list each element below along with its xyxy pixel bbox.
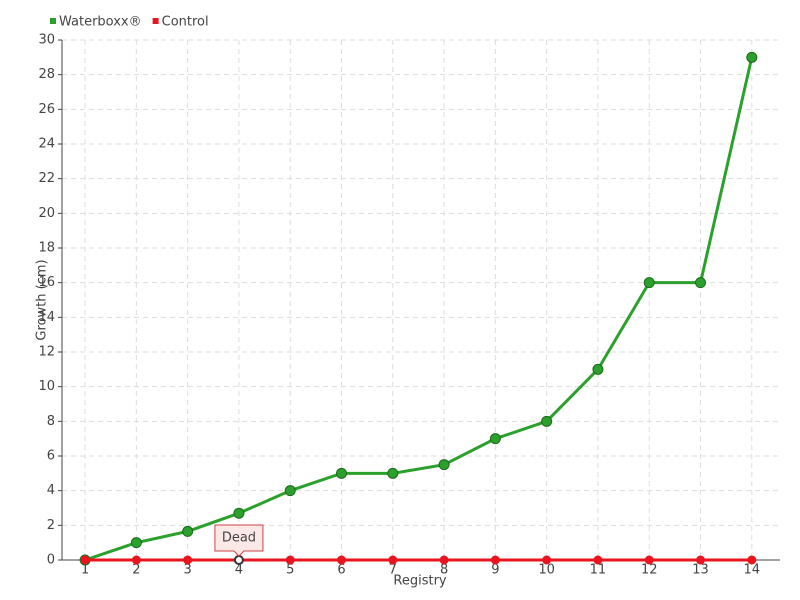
data-point [284,485,296,497]
data-point [337,555,347,565]
y-tick-label: 6 [47,449,55,464]
x-tick-label: 7 [389,563,397,578]
tooltip-text: Dead [222,531,256,546]
y-tick-label: 2 [47,518,55,533]
data-point [593,555,603,565]
y-tick-label: 26 [38,102,55,117]
x-tick-label: 5 [286,563,294,578]
y-tick-label: 12 [38,345,55,360]
x-tick-label: 2 [132,563,140,578]
legend-label: Control [162,15,209,30]
x-tick-label: 10 [538,563,555,578]
x-tick-label: 6 [337,563,345,578]
data-point [182,525,194,537]
data-point [233,555,244,565]
data-point [388,555,398,565]
data-point [336,467,348,479]
x-tick-label: 12 [641,563,658,578]
data-point [542,555,552,565]
data-point [131,555,141,565]
data-point [387,467,399,479]
data-point [285,555,295,565]
data-point [80,555,90,565]
data-point [644,555,654,565]
data-point [643,277,655,289]
y-tick-label: 16 [38,275,55,290]
x-tick-label: 11 [590,563,607,578]
legend-label: Waterboxx® [59,15,142,30]
legend-swatch [50,18,56,24]
x-tick-label: 1 [81,563,89,578]
data-point [696,555,706,565]
tooltip-box [214,524,264,557]
y-tick-label: 8 [47,414,55,429]
y-tick-label: 14 [38,310,55,325]
y-tick-label: 22 [38,171,55,186]
y-tick-label: 0 [47,553,55,568]
x-axis-label: Registry [393,574,447,589]
data-point [438,459,450,471]
y-tick-label: 30 [38,33,55,48]
y-axis-label: Growth (cm) [35,259,50,340]
y-tick-label: 18 [38,241,55,256]
data-point [695,277,707,289]
x-tick-label: 9 [491,563,499,578]
data-point [490,555,500,565]
x-tick-label: 14 [744,563,761,578]
series-line [84,57,754,562]
x-tick-label: 3 [184,563,192,578]
y-tick-label: 10 [38,379,55,394]
y-tick-label: 20 [38,206,55,221]
x-tick-label: 13 [692,563,709,578]
data-point [233,507,245,519]
data-point [592,363,604,375]
y-tick-label: 24 [38,137,55,152]
y-tick-label: 4 [47,483,55,498]
data-point [130,537,142,549]
data-point [746,51,758,63]
data-point [439,555,449,565]
legend-swatch [152,18,159,24]
data-point [489,433,501,445]
data-point [747,555,757,565]
x-tick-label: 8 [440,563,448,578]
data-point [541,415,553,427]
data-point [183,555,193,565]
y-tick-label: 28 [38,67,55,82]
x-tick-label: 4 [235,563,243,578]
